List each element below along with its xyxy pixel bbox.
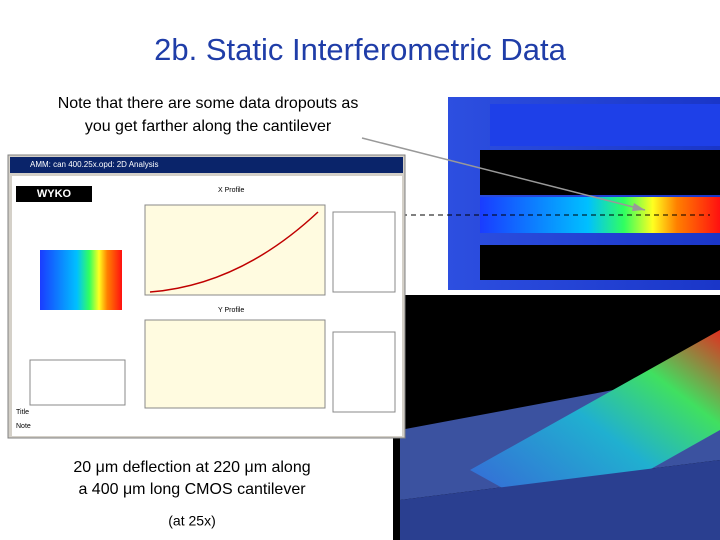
interferogram: [448, 97, 720, 290]
surface-3d: [393, 295, 720, 540]
note-line: Note that there are some data dropouts a…: [58, 95, 359, 112]
caption-line: a 400 μm long CMOS cantilever: [78, 481, 306, 498]
magnification: (at 25x): [168, 513, 215, 529]
arrow-head: [632, 203, 645, 211]
note-line: you get farther along the cantilever: [85, 118, 332, 135]
caption-line: 20 μm deflection at 220 μm along: [73, 459, 310, 476]
logo: WYKO: [37, 188, 72, 200]
slide-title: 2b. Static Interferometric Data: [154, 32, 567, 67]
arrow: [361, 137, 646, 211]
note-label: Note: [16, 423, 31, 430]
analysis-window: AMM: can 400.25x.opd: 2D Analysis WYKO X…: [7, 154, 406, 439]
y-profile-label: Y Profile: [218, 307, 244, 314]
x-profile-label: X Profile: [218, 187, 245, 194]
window-title: AMM: can 400.25x.opd: 2D Analysis: [30, 160, 159, 169]
title-label: Title: [16, 409, 29, 416]
